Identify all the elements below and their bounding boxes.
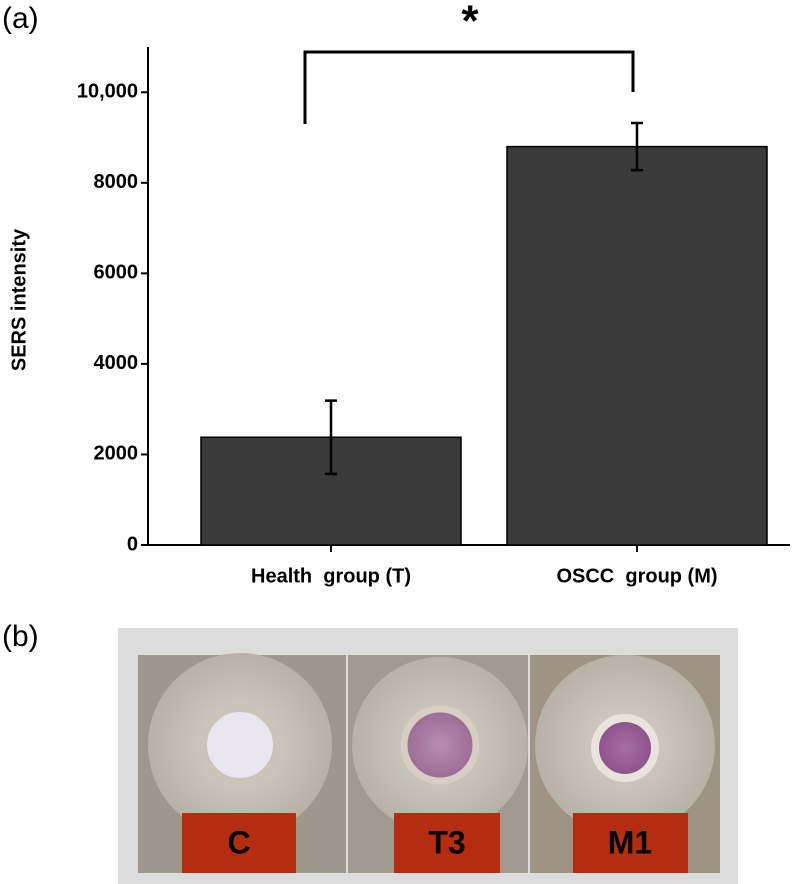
- label-box: [182, 813, 296, 873]
- bar: [506, 145, 768, 546]
- panel-label: (a): [2, 2, 39, 35]
- y-tick-label: 0: [127, 533, 138, 555]
- plot: 0 2000 4000 6000 8000 10,000 Health group (T) O…: [77, 47, 790, 587]
- photo: C T3 M1: [118, 628, 738, 884]
- significance-mark: *: [461, 0, 479, 46]
- spot: [591, 714, 659, 782]
- error-bar: [325, 399, 337, 476]
- x-tick-label: OSCC group (M): [556, 565, 717, 587]
- panel-label: (b): [2, 620, 39, 653]
- label-box: [573, 813, 688, 873]
- y-axis-label: SERS intensity: [8, 228, 30, 371]
- spot: [201, 706, 279, 784]
- significance-bracket: [303, 50, 635, 124]
- spot: [400, 705, 480, 785]
- y-tick-label: 2000: [94, 443, 139, 465]
- y-tick-label: 4000: [94, 352, 139, 374]
- y-tick-label: 6000: [94, 262, 139, 284]
- y-tick-label: 8000: [94, 171, 139, 193]
- y-tick-label: 10,000: [77, 81, 138, 103]
- x-tick-label: Health group (T): [251, 565, 411, 587]
- sample-label: T3: [428, 824, 465, 860]
- error-bar: [631, 121, 643, 172]
- sample-label: M1: [608, 824, 652, 860]
- sample-label: C: [227, 824, 250, 860]
- label-box: [394, 813, 500, 873]
